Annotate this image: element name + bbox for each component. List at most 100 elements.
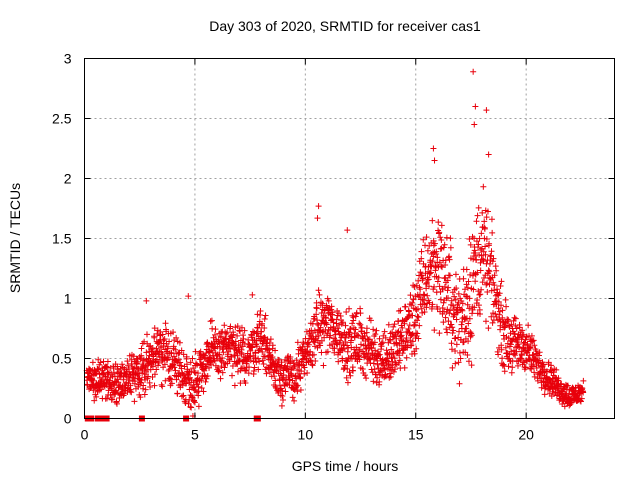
data-point: [177, 359, 184, 366]
data-point: [249, 291, 256, 298]
x-tick-label: 15: [408, 427, 424, 443]
data-point: [170, 329, 177, 336]
data-point: [168, 350, 175, 357]
data-point: [255, 355, 262, 362]
data-point: [413, 345, 420, 352]
data-point: [578, 395, 585, 402]
data-point: [448, 297, 455, 304]
data-point: [423, 279, 430, 286]
data-point: [153, 366, 160, 373]
data-point: [361, 333, 368, 340]
data-point: [215, 368, 222, 375]
data-point: [431, 240, 438, 247]
data-point: [240, 335, 247, 342]
data-point: [321, 334, 328, 341]
data-point: [486, 281, 493, 288]
data-point: [203, 349, 210, 356]
data-point: [479, 245, 485, 252]
data-point: [314, 215, 321, 222]
data-point: [390, 368, 397, 375]
data-point: [185, 293, 192, 300]
data-point: [407, 292, 414, 299]
data-point: [417, 286, 424, 293]
data-point: [442, 261, 449, 268]
data-point: [440, 244, 447, 251]
data-point: [415, 277, 422, 284]
data-point: [314, 320, 321, 327]
data-point: [426, 242, 433, 249]
data-point: [460, 275, 467, 282]
data-point: [496, 290, 503, 297]
data-point: [242, 380, 249, 387]
data-point: [468, 332, 475, 339]
data-point: [477, 311, 484, 318]
data-point: [465, 338, 472, 345]
data-point: [453, 316, 460, 323]
data-point: [564, 382, 571, 389]
data-point: [371, 339, 378, 346]
data-point: [229, 362, 236, 369]
data-point: [452, 347, 459, 354]
data-point: [254, 330, 261, 337]
data-point: [496, 308, 503, 315]
data-point: [452, 360, 459, 367]
data-point: [420, 236, 427, 243]
data-point: [530, 352, 537, 359]
data-point: [426, 283, 432, 290]
data-point: [452, 335, 459, 342]
data-point: [114, 366, 121, 373]
data-point: [341, 345, 348, 352]
data-point: [301, 370, 308, 377]
data-point: [489, 229, 496, 236]
data-point: [414, 330, 421, 337]
data-point: [399, 324, 406, 331]
data-point: [488, 313, 495, 320]
data-point: [158, 381, 165, 388]
data-point: [319, 329, 326, 336]
data-point: [472, 250, 479, 257]
data-point: [186, 396, 193, 403]
data-point: [356, 356, 363, 363]
data-point: [429, 258, 436, 265]
data-point: [318, 299, 325, 306]
data-point: [266, 339, 273, 346]
data-point: [444, 329, 451, 336]
data-point: [442, 257, 449, 264]
data-point: [259, 320, 266, 327]
data-point: [444, 287, 451, 294]
data-point: [512, 315, 519, 322]
data-point: [236, 356, 243, 363]
data-point: [467, 271, 474, 278]
data-point: [424, 247, 431, 254]
data-point: [234, 352, 241, 359]
data-point: [269, 342, 276, 349]
data-point: [376, 351, 383, 358]
data-point: [367, 317, 374, 324]
data-point: [438, 222, 445, 229]
data-point: [155, 362, 162, 369]
data-point: [467, 333, 474, 340]
data-point: [391, 321, 398, 328]
data-point: [318, 337, 325, 344]
data-point: [470, 68, 477, 75]
data-point: [383, 347, 390, 354]
data-point: [225, 348, 232, 355]
data-point: [466, 235, 473, 242]
data-point: [472, 278, 479, 285]
data-point: [452, 296, 459, 303]
data-point: [482, 243, 489, 250]
data-point: [231, 382, 238, 389]
data-point: [480, 183, 487, 190]
data-point: [478, 230, 485, 237]
data-point: [258, 328, 265, 335]
data-point: [429, 217, 436, 224]
data-point: [433, 248, 440, 255]
data-point: [121, 390, 128, 397]
data-point: [388, 354, 395, 361]
data-point: [466, 295, 473, 302]
data-point: [207, 354, 214, 361]
data-point: [368, 345, 375, 352]
data-point: [279, 393, 286, 400]
data-point: [459, 307, 466, 314]
data-point: [391, 355, 398, 362]
